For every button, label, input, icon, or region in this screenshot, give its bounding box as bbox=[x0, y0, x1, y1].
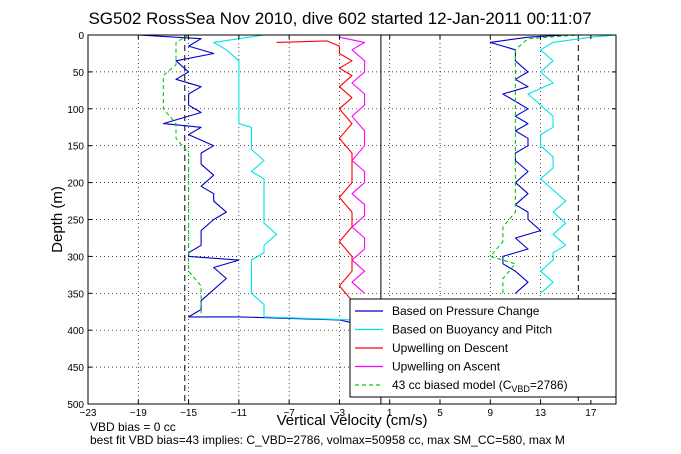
series-line-2 bbox=[213, 35, 353, 321]
legend-label-4: 43 cc biased model (CVBD=2786) bbox=[392, 378, 568, 394]
legend-suffix: =2786) bbox=[530, 378, 568, 392]
legend-label-1: Based on Buoyancy and Pitch bbox=[392, 323, 552, 337]
x-axis-label: Vertical Velocity (cm/s) bbox=[277, 412, 428, 429]
x-tick-label: −23 bbox=[80, 408, 97, 419]
series-line-4 bbox=[276, 40, 353, 310]
x-tick-label: 17 bbox=[585, 408, 597, 419]
y-tick-label: 250 bbox=[67, 216, 84, 227]
y-axis-label: Depth (m) bbox=[49, 186, 66, 253]
y-tick-label: 0 bbox=[78, 31, 84, 42]
y-tick-label: 400 bbox=[67, 326, 84, 337]
x-tick-label: −7 bbox=[283, 408, 295, 419]
y-tick-label: 100 bbox=[67, 105, 84, 116]
chart-title: SG502 RossSea Nov 2010, dive 602 started… bbox=[88, 9, 591, 28]
y-tick-label: 50 bbox=[73, 68, 85, 79]
series-line-1 bbox=[489, 35, 566, 294]
best-fit-note: best fit VBD bias=43 implies: C_VBD=2786… bbox=[90, 433, 565, 447]
y-tick-label: 450 bbox=[67, 363, 84, 374]
y-tick-label: 150 bbox=[67, 142, 84, 153]
y-tick-label: 300 bbox=[67, 252, 84, 263]
series-line-7 bbox=[489, 35, 579, 294]
series-line-5 bbox=[339, 36, 366, 294]
x-tick-label: −11 bbox=[231, 408, 248, 419]
vbd-bias-note: VBD bias = 0 cc bbox=[90, 420, 176, 434]
legend-subscript: VBD bbox=[511, 384, 530, 394]
legend-label-0: Based on Pressure Change bbox=[392, 304, 540, 318]
x-tick-label: −19 bbox=[130, 408, 147, 419]
x-tick-label: 13 bbox=[535, 408, 547, 419]
x-tick-label: −3 bbox=[334, 408, 346, 419]
legend-label-3: Upwelling on Ascent bbox=[392, 360, 501, 374]
x-tick-label: 5 bbox=[437, 408, 443, 419]
y-tick-label: 200 bbox=[67, 179, 84, 190]
series-line-3 bbox=[527, 35, 616, 294]
series-line-0 bbox=[138, 35, 353, 324]
legend-label-2: Upwelling on Descent bbox=[392, 341, 509, 355]
legend-box bbox=[349, 298, 617, 398]
x-tick-label: −15 bbox=[180, 408, 197, 419]
x-tick-label: 9 bbox=[488, 408, 494, 419]
x-tick-label: 1 bbox=[387, 408, 393, 419]
series-line-6 bbox=[162, 35, 202, 317]
y-tick-label: 500 bbox=[67, 400, 84, 411]
y-tick-label: 350 bbox=[67, 289, 84, 300]
